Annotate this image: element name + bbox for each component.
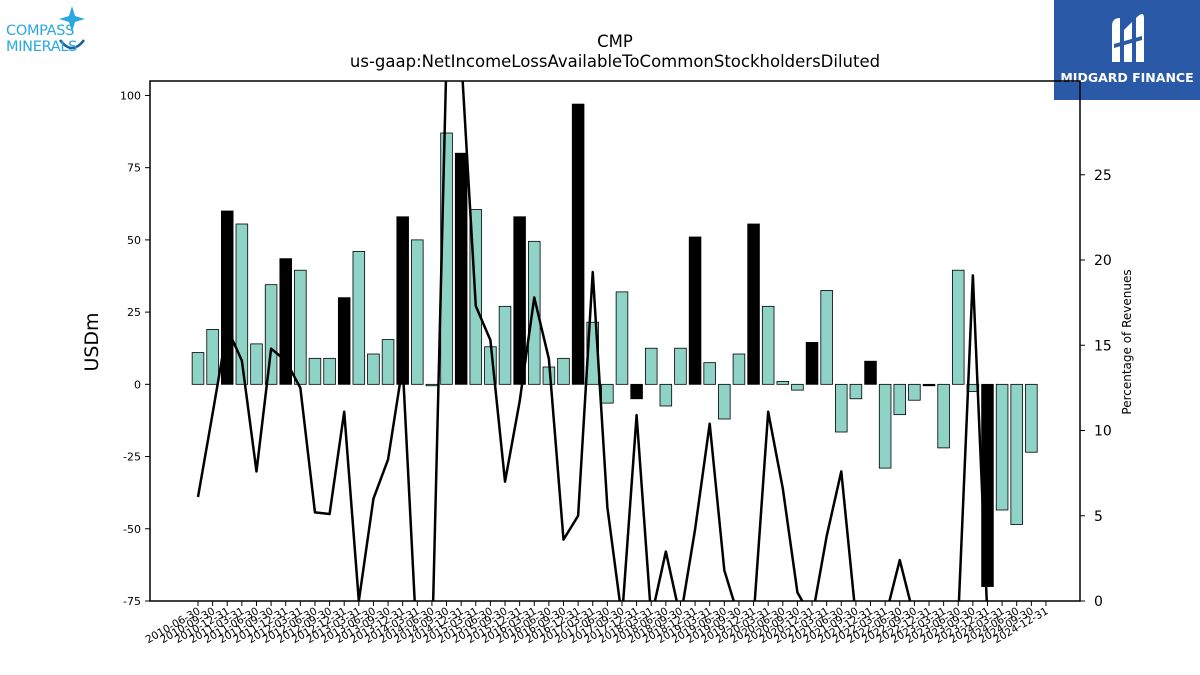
- y-tick-label: 25: [127, 306, 141, 319]
- bar-2021-06-30: [835, 383, 848, 433]
- bar-2011-06-30: [250, 343, 263, 385]
- bar-2023-06-30: [951, 269, 965, 385]
- bar-2018-06-30: [659, 383, 673, 407]
- bar-2017-09-30: [615, 291, 629, 385]
- bar-2022-09-30: [908, 383, 921, 401]
- bar-2012-06-30: [308, 357, 322, 385]
- bar-2022-03-31: [878, 383, 892, 469]
- bar-2016-12-31: [571, 103, 585, 385]
- y-tick-label: -75: [123, 595, 141, 608]
- y2-tick-label: 5: [1094, 509, 1103, 525]
- midgard-m-icon: [1112, 14, 1144, 62]
- bar-2012-09-30: [323, 357, 336, 385]
- y-tick-label: 0: [134, 378, 141, 391]
- bar-2010-06-30: [191, 352, 205, 385]
- bar-2022-06-30: [893, 383, 907, 416]
- bar-2013-03-31: [352, 251, 366, 385]
- bar-2014-12-31: [454, 152, 468, 385]
- bar-2011-12-31: [279, 258, 292, 385]
- y2-tick-label: 0: [1094, 594, 1103, 610]
- y2-tick-label: 20: [1094, 253, 1112, 269]
- bar-2013-09-30: [381, 339, 395, 385]
- y-tick-label: 50: [127, 234, 141, 247]
- bar-2019-03-31: [703, 362, 716, 385]
- bar-2020-09-30: [791, 383, 804, 391]
- bar-2014-03-31: [411, 239, 424, 385]
- bar-2024-06-30: [1010, 383, 1023, 525]
- bar-2020-12-31: [805, 342, 819, 385]
- compass-minerals-logo-text: COMPASS MINERALS: [6, 23, 78, 55]
- y-tick-label: 100: [120, 89, 141, 102]
- y2-tick-label: 10: [1094, 424, 1112, 440]
- bar-2013-06-30: [367, 353, 380, 385]
- bar-2019-09-30: [732, 353, 746, 385]
- bar-2013-12-31: [396, 216, 409, 385]
- chart-subtitle: us-gaap:NetIncomeLossAvailableToCommonSt…: [349, 52, 881, 71]
- bar-2024-09-30: [1025, 383, 1038, 453]
- bar-2011-09-30: [264, 284, 278, 385]
- bar-2021-12-31: [864, 360, 877, 385]
- bar-2022-12-31: [922, 383, 936, 387]
- bar-2018-09-30: [674, 347, 687, 385]
- bar-2020-06-30: [776, 381, 790, 385]
- bar-2019-12-31: [747, 223, 760, 385]
- bar-2020-03-31: [761, 305, 775, 385]
- y2-tick-label: 25: [1094, 168, 1112, 184]
- bar-2015-09-30: [498, 305, 512, 385]
- y-tick-label: -50: [123, 523, 141, 536]
- bar-2021-09-30: [849, 383, 863, 400]
- pct-of-revenues-line: [196, 81, 989, 601]
- bar-2011-03-31: [235, 223, 249, 385]
- bar-2017-12-31: [630, 383, 643, 400]
- bar-2024-03-31: [995, 383, 1009, 511]
- compass-minerals-logo: COMPASS MINERALS: [4, 4, 149, 58]
- bar-2021-03-31: [820, 290, 833, 385]
- bar-2010-12-31: [220, 210, 234, 385]
- bar-2016-09-30: [557, 357, 570, 385]
- bar-2012-03-31: [294, 269, 307, 385]
- bar-2017-06-30: [601, 383, 614, 404]
- plot-frame: [149, 80, 1081, 602]
- bar-2023-12-31: [981, 383, 994, 587]
- midgard-finance-logo: MIDGARD FINANCE: [1054, 0, 1200, 100]
- bar-2012-12-31: [337, 297, 351, 385]
- y-tick-label: 75: [127, 162, 141, 175]
- midgard-finance-logo-text: MIDGARD FINANCE: [1060, 70, 1194, 85]
- bar-2010-09-30: [206, 329, 219, 385]
- bar-2023-03-31: [937, 383, 950, 449]
- bar-2019-06-30: [718, 383, 731, 420]
- bar-2018-03-31: [644, 347, 658, 385]
- chart-title: CMP: [597, 32, 633, 51]
- y-tick-label: -25: [123, 451, 141, 464]
- y2-tick-label: 15: [1094, 338, 1112, 354]
- bar-2015-12-31: [513, 216, 526, 385]
- bar-2014-06-30: [425, 383, 439, 387]
- compass-star-icon: [59, 6, 85, 50]
- bar-2018-12-31: [688, 236, 702, 385]
- bar-2016-03-31: [528, 240, 541, 385]
